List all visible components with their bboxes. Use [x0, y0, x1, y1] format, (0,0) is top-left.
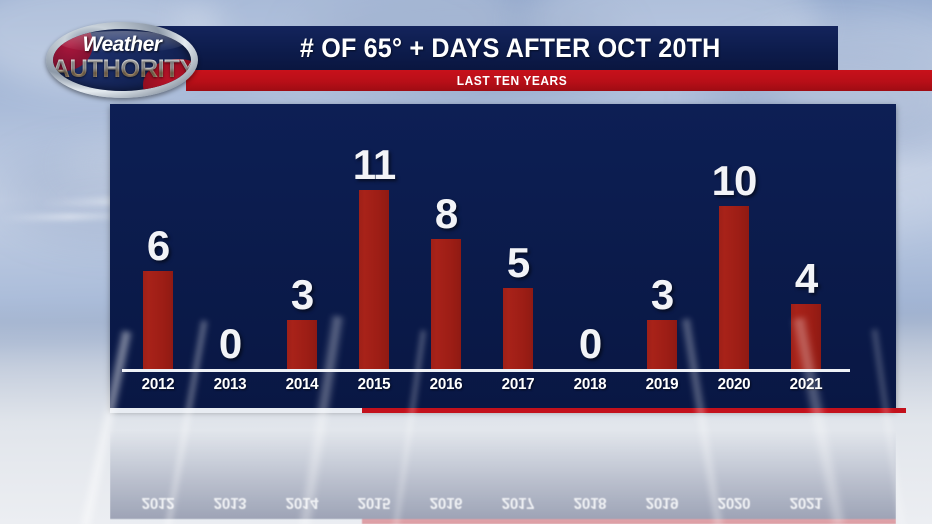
bar-value-label: 8 [434, 189, 458, 237]
bar-item: 3 2019 [626, 104, 698, 410]
reflection-accent-white [110, 519, 362, 524]
bar-item: 10 2020 [698, 104, 770, 410]
bar-value-label: 3 [290, 271, 314, 319]
x-axis-tick-label: 2012 [141, 376, 175, 393]
x-axis-tick-label: 2019 [645, 376, 679, 393]
bar-value-label: 0 [218, 320, 242, 367]
bar [143, 271, 173, 369]
reflection-tick-label: 2012 [141, 494, 175, 511]
bar-item: 5 2017 [482, 104, 554, 410]
bar-group: 6 2012 0 2013 3 2014 11 2015 8 2016 5 2017 0 2018 3 201… [122, 104, 858, 410]
reflection-panel: 2012201320142015201620172018201920202021 [110, 430, 896, 519]
bar-item: 0 2018 [554, 104, 626, 410]
bar [359, 189, 389, 369]
subtitle-bar: LAST TEN YEARS [186, 70, 932, 91]
x-axis-line [122, 369, 850, 372]
panel-accent-white [110, 408, 362, 413]
bar [791, 303, 821, 369]
x-axis-tick-label: 2016 [429, 376, 463, 393]
x-axis-tick-label: 2018 [573, 376, 607, 393]
reflection-tick-label: 2019 [645, 494, 679, 511]
reflection-year-labels: 2012201320142015201620172018201920202021 [122, 481, 858, 511]
reflection-tick-label: 2016 [429, 494, 463, 511]
bar-value-label: 11 [352, 140, 396, 188]
reflection-accent-red [362, 519, 896, 524]
bar-item: 4 2021 [770, 104, 842, 410]
bar-item: 3 2014 [266, 104, 338, 410]
reflection-tick-label: 2018 [573, 494, 607, 511]
weather-authority-logo: Weather AUTHORITY [46, 22, 198, 98]
bar-value-label: 5 [506, 238, 530, 286]
bar-value-label: 4 [794, 254, 818, 302]
bar [431, 238, 461, 369]
bar-value-label: 0 [578, 320, 602, 367]
bar-item: 0 2013 [194, 104, 266, 410]
panel-accent-red [362, 408, 906, 413]
bar [647, 320, 677, 369]
panel-reflection: 2012201320142015201620172018201920202021 [110, 430, 896, 524]
reflection-tick-label: 2013 [213, 494, 247, 511]
bar [503, 287, 533, 369]
bar [719, 206, 749, 369]
bar-value-label: 6 [146, 222, 170, 270]
logo-gloss [59, 31, 185, 53]
page-subtitle: LAST TEN YEARS [456, 73, 568, 88]
x-axis-tick-label: 2015 [357, 376, 391, 393]
bar-item: 8 2016 [410, 104, 482, 410]
reflection-tick-label: 2017 [501, 494, 535, 511]
bar-chart: 6 2012 0 2013 3 2014 11 2015 8 2016 5 2017 0 2018 3 201… [110, 104, 896, 410]
x-axis-tick-label: 2020 [717, 376, 751, 393]
bar-value-label: 10 [711, 157, 758, 204]
x-axis-tick-label: 2021 [789, 376, 823, 393]
bar-item: 11 2015 [338, 104, 410, 410]
bar-value-label: 3 [650, 271, 674, 319]
chart-panel: 6 2012 0 2013 3 2014 11 2015 8 2016 5 2017 0 2018 3 201… [110, 104, 896, 410]
bar-item: 6 2012 [122, 104, 194, 410]
title-bar: # OF 65° + DAYS AFTER OCT 20TH [108, 26, 838, 70]
bar [287, 320, 317, 369]
x-axis-tick-label: 2014 [285, 376, 319, 393]
page-title: # OF 65° + DAYS AFTER OCT 20TH [299, 32, 721, 63]
logo-text-weather: Weather [82, 33, 162, 56]
logo-inner: Weather AUTHORITY [53, 29, 191, 91]
logo-text-authority: AUTHORITY [53, 55, 191, 83]
x-axis-tick-label: 2013 [213, 376, 247, 393]
x-axis-tick-label: 2017 [501, 376, 535, 393]
